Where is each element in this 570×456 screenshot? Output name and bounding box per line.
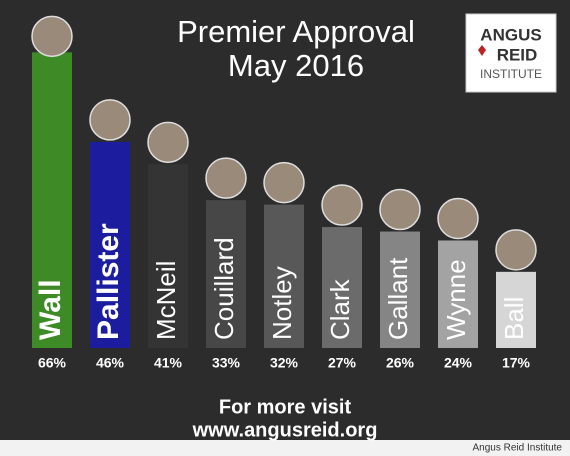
bar-name: Pallister: [92, 223, 125, 340]
value-label: 41%: [154, 355, 183, 371]
bar-name: Wynne: [441, 259, 471, 340]
bar: [90, 141, 130, 348]
value-label: 24%: [444, 355, 473, 371]
portrait: [495, 229, 537, 271]
value-label: 26%: [386, 355, 415, 371]
value-label: 32%: [270, 355, 299, 371]
bar-name: McNeil: [151, 261, 181, 340]
bar: [32, 52, 72, 348]
value-label: 27%: [328, 355, 357, 371]
bar: [206, 200, 246, 348]
portrait: [263, 161, 305, 204]
bar: [264, 204, 304, 348]
bar-name: Notley: [267, 266, 297, 340]
portrait: [379, 188, 421, 231]
logo-text: INSTITUTE: [480, 67, 542, 81]
footer-text: www.angusreid.org: [192, 419, 378, 441]
value-label: 33%: [212, 355, 241, 371]
logo-text: ANGUS: [480, 25, 541, 44]
portrait: [437, 197, 479, 240]
logo-text: REID: [497, 45, 538, 64]
credit-strip: [0, 440, 570, 456]
bar-name: Couillard: [209, 237, 239, 340]
logo-leaf: [478, 45, 486, 56]
footer-text: For more visit: [219, 396, 352, 418]
portrait: [89, 99, 131, 141]
value-label: 17%: [502, 355, 531, 371]
chart-title: Premier Approval: [177, 14, 415, 49]
bar: [148, 164, 188, 348]
value-label: 46%: [96, 355, 125, 371]
bar: [380, 231, 420, 348]
bar-name: Clark: [325, 278, 355, 340]
portrait: [31, 15, 73, 58]
bar-name: Wall: [34, 279, 67, 340]
bar-name: Gallant: [383, 257, 413, 340]
value-label: 66%: [38, 355, 67, 371]
bar: [438, 240, 478, 348]
credit: Angus Reid Institute: [473, 443, 563, 454]
bar: [496, 271, 536, 348]
chart-subtitle: May 2016: [228, 48, 364, 83]
portrait: [205, 157, 247, 199]
portrait: [147, 121, 189, 164]
bar: [322, 227, 362, 348]
bar-name: Ball: [499, 297, 529, 340]
portrait: [321, 184, 363, 226]
